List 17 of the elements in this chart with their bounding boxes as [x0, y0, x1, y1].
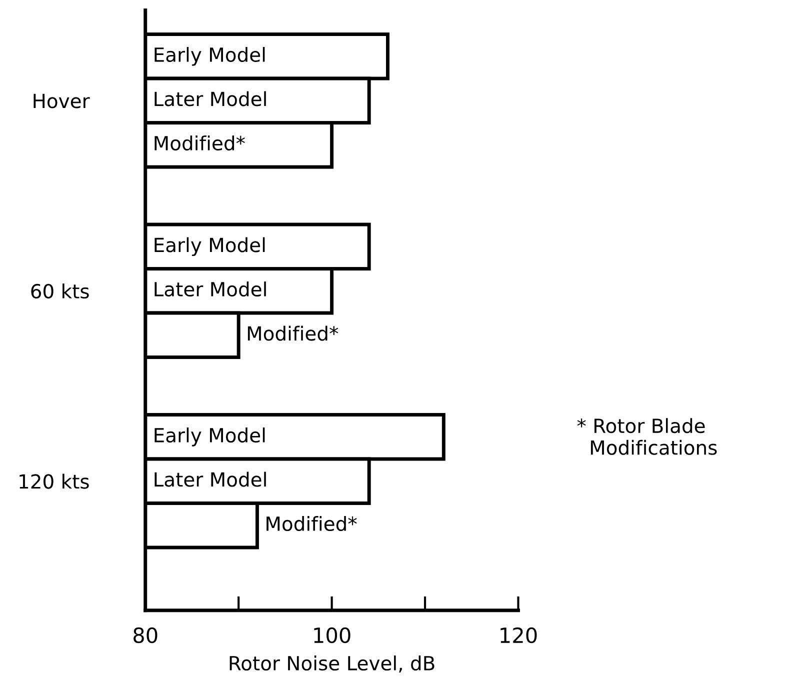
text: Early Model — [154, 237, 265, 256]
y-tick-label: 60 kts — [31, 284, 89, 299]
x-axis-title: Rotor Noise Level, dB — [230, 656, 434, 673]
text: Early Model — [154, 428, 265, 446]
series-label: Modified* — [266, 516, 357, 532]
text: Modified* — [248, 326, 338, 341]
y-tick-label: Hover — [34, 94, 90, 108]
text: Later Model — [154, 281, 266, 297]
y-tick-label: 120 kts — [20, 474, 89, 489]
text: Modified* — [154, 135, 245, 151]
series-label: Early Model — [154, 46, 265, 66]
series-label: Later Model — [154, 91, 266, 106]
x-tick-label: 100 — [314, 627, 350, 644]
text: * Rotor Blade Modifications — [577, 418, 717, 455]
text: Later Model — [154, 472, 266, 487]
x-tick-label: 80 — [134, 627, 158, 644]
x-tick-label: 120 — [500, 627, 537, 644]
